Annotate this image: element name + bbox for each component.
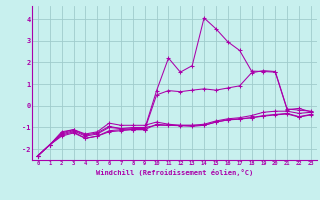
X-axis label: Windchill (Refroidissement éolien,°C): Windchill (Refroidissement éolien,°C) bbox=[96, 169, 253, 176]
